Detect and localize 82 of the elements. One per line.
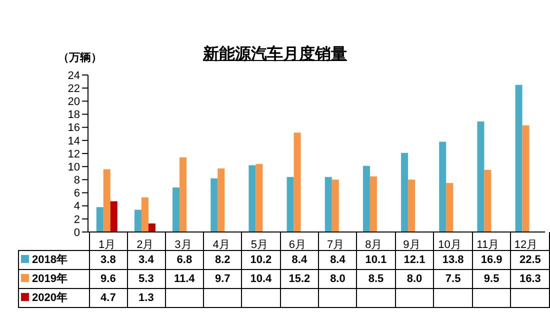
bar bbox=[180, 157, 187, 232]
data-label: 8.2 bbox=[204, 250, 242, 269]
data-label: 3.4 bbox=[127, 250, 166, 269]
data-label: 3.8 bbox=[89, 250, 128, 269]
bar bbox=[286, 177, 294, 232]
data-label: 11.4 bbox=[165, 269, 204, 288]
bar bbox=[103, 169, 110, 232]
y-tick-label: 4 bbox=[74, 200, 80, 213]
data-label: 12.1 bbox=[395, 250, 434, 269]
x-tick-label: 8月 bbox=[365, 238, 382, 251]
data-label: 8.4 bbox=[318, 250, 357, 269]
x-tick-label: 7月 bbox=[326, 238, 344, 251]
data-label: 1.3 bbox=[127, 288, 166, 307]
y-tick-label: 16 bbox=[68, 122, 80, 134]
bar bbox=[248, 165, 256, 232]
data-label: 9.7 bbox=[204, 269, 242, 288]
data-label: 13.8 bbox=[434, 250, 472, 269]
data-label: 6.8 bbox=[165, 250, 204, 269]
y-tick-label: 8 bbox=[74, 174, 80, 187]
x-tick-label: 2月 bbox=[136, 238, 154, 251]
data-label: 9.5 bbox=[472, 269, 511, 288]
y-tick-label: 12 bbox=[68, 148, 80, 160]
legend-label: 2019年 bbox=[31, 273, 68, 285]
x-tick-label: 6月 bbox=[288, 238, 306, 251]
x-tick-label: 3月 bbox=[174, 238, 192, 251]
bar bbox=[484, 170, 492, 232]
bar bbox=[408, 180, 416, 232]
y-tick-label: 18 bbox=[68, 109, 80, 122]
bar bbox=[148, 223, 156, 232]
data-label: 10.2 bbox=[242, 250, 280, 269]
bar bbox=[439, 142, 446, 232]
bar bbox=[141, 197, 148, 232]
x-tick-label: 11月 bbox=[476, 238, 500, 251]
x-tick-label: 5月 bbox=[250, 238, 268, 251]
bar bbox=[256, 164, 263, 232]
data-label: 7.5 bbox=[434, 269, 472, 288]
x-tick-label: 9月 bbox=[403, 238, 420, 251]
y-tick-label: 0 bbox=[74, 226, 80, 239]
bar bbox=[324, 177, 332, 232]
y-tick-label: 10 bbox=[68, 161, 80, 174]
legend-label: 2020年 bbox=[31, 292, 68, 304]
data-label: 8.0 bbox=[318, 269, 357, 288]
data-label: 8.5 bbox=[356, 269, 396, 288]
bar bbox=[332, 180, 339, 232]
x-tick-label: 4月 bbox=[212, 238, 230, 251]
data-label: 10.4 bbox=[242, 269, 280, 288]
data-label: 9.6 bbox=[89, 269, 128, 288]
data-label: 10.1 bbox=[356, 250, 396, 269]
x-tick-label: 10月 bbox=[438, 238, 462, 251]
bar bbox=[294, 132, 301, 232]
y-tick-label: 20 bbox=[68, 96, 80, 108]
data-label: 16.9 bbox=[472, 250, 511, 269]
bar bbox=[134, 210, 142, 232]
bar bbox=[515, 84, 522, 232]
data-label: 8.0 bbox=[395, 269, 434, 288]
bar bbox=[362, 166, 370, 232]
bar bbox=[218, 168, 225, 232]
x-tick-label: 12月 bbox=[514, 238, 538, 251]
chart-title: 新能源汽车月度销量 bbox=[203, 46, 347, 63]
bar bbox=[370, 176, 377, 232]
y-tick-label: 14 bbox=[68, 135, 80, 148]
bar bbox=[172, 188, 180, 232]
y-axis-title: （万辆） bbox=[58, 50, 102, 65]
data-label: 16.3 bbox=[510, 269, 550, 288]
bar bbox=[210, 178, 218, 232]
data-label: 8.4 bbox=[280, 250, 319, 269]
bar bbox=[96, 207, 104, 232]
y-tick-label: 22 bbox=[68, 82, 80, 95]
data-label: 22.5 bbox=[510, 250, 550, 269]
bar bbox=[446, 182, 454, 232]
bar bbox=[110, 201, 118, 232]
data-label: 15.2 bbox=[280, 269, 319, 288]
data-label: 5.3 bbox=[127, 269, 166, 288]
data-label: 4.7 bbox=[89, 288, 128, 307]
y-tick-label: 2 bbox=[74, 214, 80, 226]
legend-label: 2018年 bbox=[31, 254, 68, 266]
y-tick-label: 6 bbox=[74, 188, 80, 200]
x-tick-label: 1月 bbox=[98, 238, 116, 251]
bar bbox=[477, 121, 484, 232]
bar bbox=[522, 125, 530, 232]
bar bbox=[401, 152, 408, 232]
y-tick-label: 24 bbox=[68, 70, 80, 82]
